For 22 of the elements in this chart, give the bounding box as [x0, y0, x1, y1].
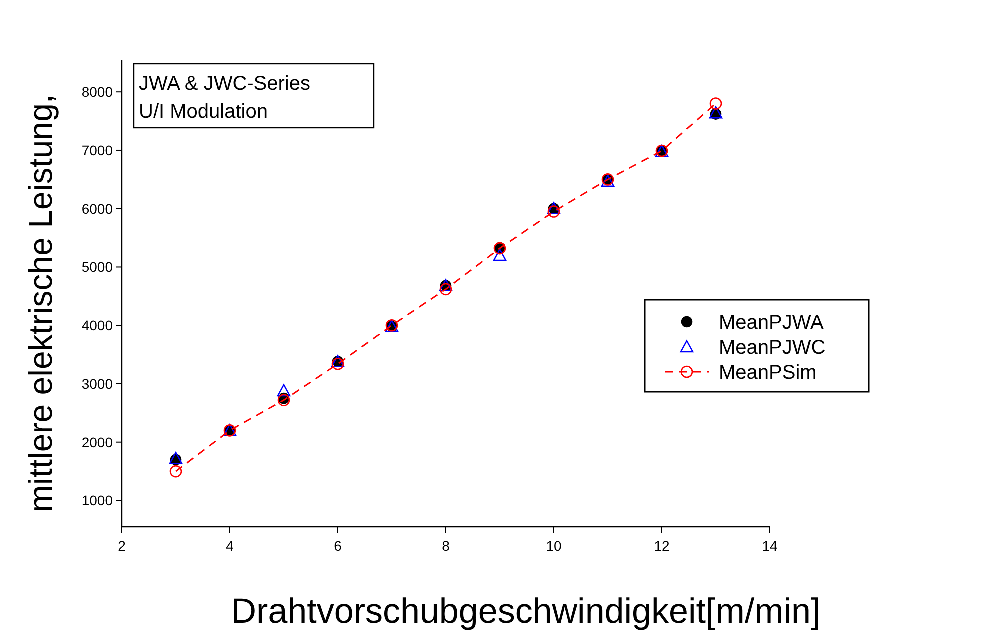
y-tick-label: 7000	[82, 142, 114, 158]
legend-label: MeanPJWA	[719, 312, 825, 334]
y-tick-label: 5000	[82, 259, 114, 276]
y-axis-title: mittlere elektrische Leistung,	[22, 94, 59, 513]
x-tick-label: 14	[762, 538, 778, 554]
annotation: U/I Modulation	[139, 101, 268, 123]
y-tick-label: 8000	[82, 84, 114, 100]
x-tick-label: 4	[226, 538, 234, 554]
x-tick-label: 8	[442, 538, 450, 554]
x-tick-label: 12	[654, 538, 670, 554]
annotation: JWA & JWC-Series	[139, 73, 310, 95]
y-tick-label: 3000	[82, 376, 114, 392]
legend-label: MeanPSim	[719, 362, 817, 384]
x-axis-title: Drahtvorschubgeschwindigkeit[m/min]	[231, 592, 821, 631]
y-tick-label: 4000	[82, 318, 114, 334]
legend-label: MeanPJWC	[719, 337, 826, 359]
y-tick-label: 1000	[82, 492, 114, 509]
x-tick-label: 6	[334, 538, 342, 554]
x-tick-label: 2	[118, 538, 126, 554]
y-tick-label: 2000	[82, 434, 114, 450]
x-tick-label: 10	[546, 538, 562, 554]
y-tick-label: 6000	[82, 200, 114, 217]
